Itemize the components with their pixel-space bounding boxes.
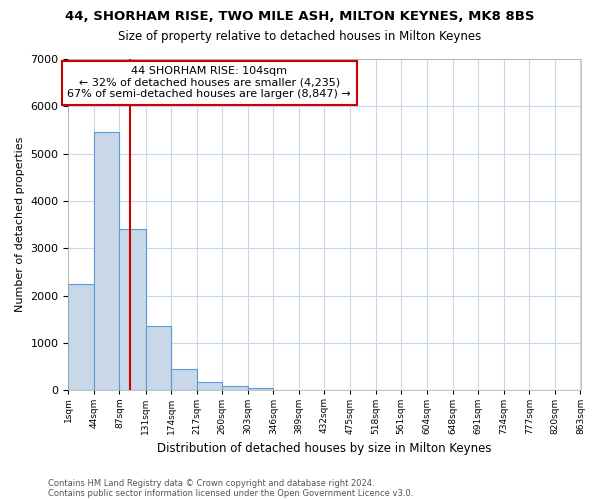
Text: 44 SHORHAM RISE: 104sqm
← 32% of detached houses are smaller (4,235)
67% of semi: 44 SHORHAM RISE: 104sqm ← 32% of detache…	[67, 66, 351, 100]
Bar	[222, 386, 248, 390]
Bar	[197, 382, 222, 390]
Bar	[171, 369, 197, 390]
Y-axis label: Number of detached properties: Number of detached properties	[15, 137, 25, 312]
Text: Contains HM Land Registry data © Crown copyright and database right 2024.: Contains HM Land Registry data © Crown c…	[48, 478, 374, 488]
Text: Size of property relative to detached houses in Milton Keynes: Size of property relative to detached ho…	[118, 30, 482, 43]
Bar	[94, 132, 119, 390]
Bar	[68, 284, 94, 391]
Text: Contains public sector information licensed under the Open Government Licence v3: Contains public sector information licen…	[48, 488, 413, 498]
Bar	[146, 326, 171, 390]
Bar	[119, 230, 146, 390]
Bar	[248, 388, 274, 390]
Text: 44, SHORHAM RISE, TWO MILE ASH, MILTON KEYNES, MK8 8BS: 44, SHORHAM RISE, TWO MILE ASH, MILTON K…	[65, 10, 535, 23]
X-axis label: Distribution of detached houses by size in Milton Keynes: Distribution of detached houses by size …	[157, 442, 492, 455]
